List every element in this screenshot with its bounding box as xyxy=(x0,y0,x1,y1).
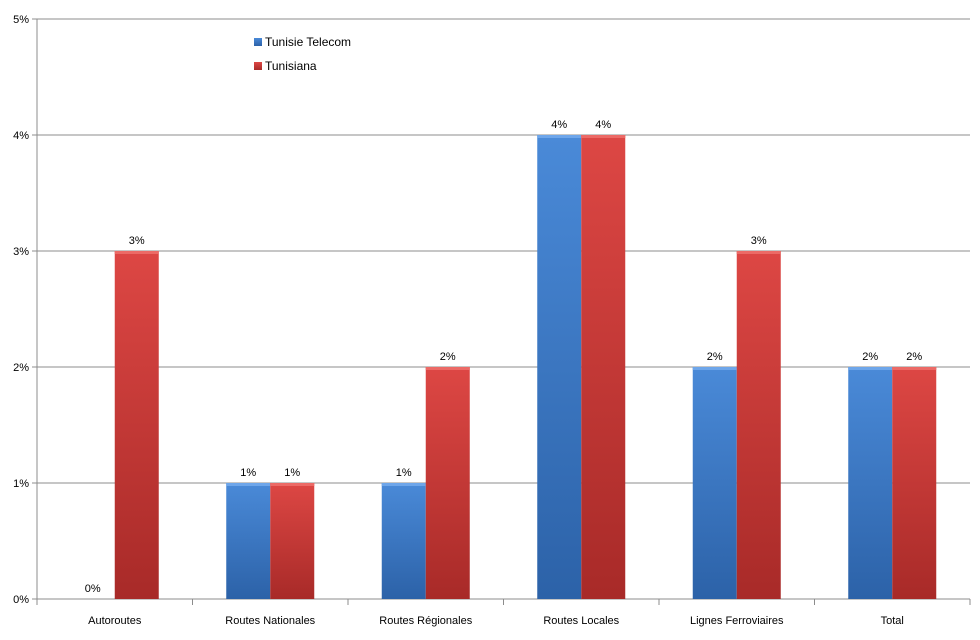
data-label: 1% xyxy=(396,467,412,479)
x-category-label: Routes Régionales xyxy=(379,615,472,627)
legend: Tunisie Telecom Tunisiana xyxy=(254,35,351,73)
data-label: 1% xyxy=(240,467,256,479)
bar-tunisie-telecom xyxy=(226,483,271,599)
bar-tunisiana xyxy=(425,367,470,599)
data-label: 2% xyxy=(707,351,723,363)
x-category-label: Total xyxy=(881,615,904,627)
x-category-label: Routes Locales xyxy=(543,615,619,627)
data-label: 0% xyxy=(85,583,101,595)
data-label: 4% xyxy=(551,119,567,131)
x-category-label: Autoroutes xyxy=(88,615,142,627)
bar-top-highlight xyxy=(270,483,315,486)
data-label: 1% xyxy=(284,467,300,479)
bar-top-highlight xyxy=(537,135,582,138)
legend-swatch xyxy=(254,62,262,70)
bar-tunisie-telecom xyxy=(692,367,737,599)
bar-tunisiana xyxy=(114,251,159,599)
y-tick-label: 5% xyxy=(13,14,29,26)
data-label: 3% xyxy=(751,235,767,247)
bars xyxy=(114,135,937,599)
data-label: 4% xyxy=(595,119,611,131)
bar-top-highlight xyxy=(114,251,159,254)
bar-tunisiana xyxy=(736,251,781,599)
gridlines xyxy=(37,18,970,484)
legend-label: Tunisie Telecom xyxy=(265,35,351,49)
bar-tunisiana xyxy=(270,483,315,599)
bar-top-highlight xyxy=(226,483,271,486)
bar-tunisie-telecom xyxy=(537,135,582,599)
bar-top-highlight xyxy=(381,483,426,486)
bar-top-highlight xyxy=(581,135,626,138)
x-category-label: Routes Nationales xyxy=(225,615,315,627)
data-label: 2% xyxy=(906,351,922,363)
data-labels: 0% 3% 1% 1% 1% 2% 4% 4% 2% 3% 2% 2% xyxy=(85,119,923,595)
bar-top-highlight xyxy=(848,367,893,370)
legend-swatch xyxy=(254,38,262,46)
bar-top-highlight xyxy=(692,367,737,370)
bar-top-highlight xyxy=(736,251,781,254)
y-tick-label: 4% xyxy=(13,130,29,142)
x-category-label: Lignes Ferroviaires xyxy=(690,615,784,627)
y-tick-label: 0% xyxy=(13,594,29,606)
data-label: 2% xyxy=(440,351,456,363)
axes: 0% 1% 2% 3% 4% 5% Autoroutes Routes Nationales R… xyxy=(13,14,971,627)
y-tick-label: 2% xyxy=(13,362,29,374)
bar-tunisie-telecom xyxy=(381,483,426,599)
bar-top-highlight xyxy=(892,367,937,370)
data-label: 2% xyxy=(862,351,878,363)
bar-tunisiana xyxy=(581,135,626,599)
y-tick-label: 1% xyxy=(13,478,29,490)
bar-tunisiana xyxy=(892,367,937,599)
bar-top-highlight xyxy=(425,367,470,370)
data-label: 3% xyxy=(129,235,145,247)
y-tick-label: 3% xyxy=(13,246,29,258)
bar-tunisie-telecom xyxy=(848,367,893,599)
legend-label: Tunisiana xyxy=(265,59,317,73)
